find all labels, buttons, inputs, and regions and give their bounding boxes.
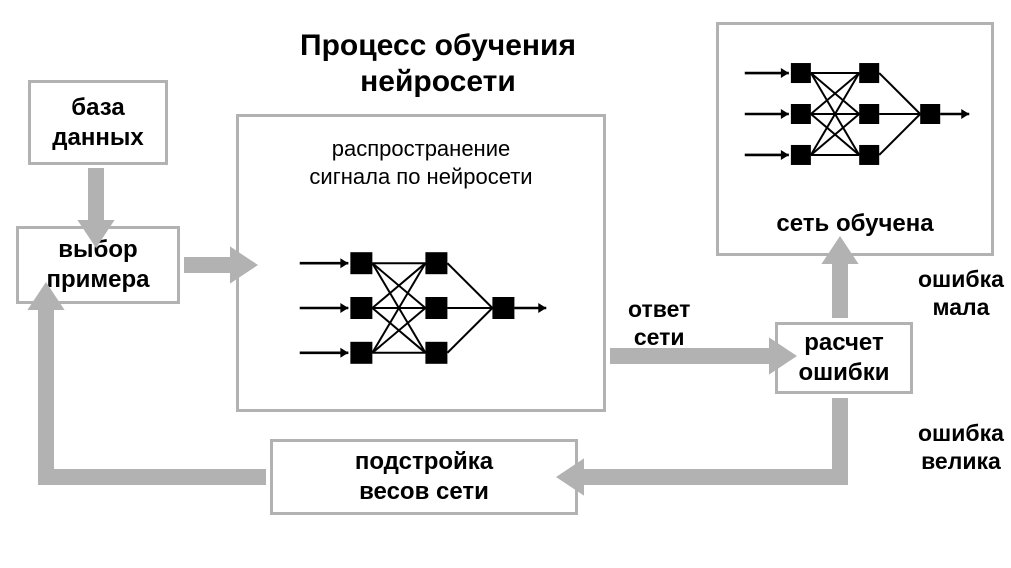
box-trained: сеть обучена: [716, 22, 994, 256]
box-adjust-weights-text: подстройка весов сети: [355, 447, 493, 507]
box-propagation-text: распространение сигнала по нейросети: [239, 135, 603, 190]
diagram-title: Процесс обучения нейросети: [300, 28, 576, 100]
box-trained-text: сеть обучена: [719, 209, 991, 239]
box-select-sample-text: выбор примера: [46, 235, 149, 295]
neural-net-icon-trained: [735, 50, 979, 178]
label-network-answer: ответ сети: [628, 296, 690, 351]
label-error-small: ошибка мала: [918, 266, 1004, 321]
box-database-text: база данных: [52, 93, 143, 153]
box-database: база данных: [28, 80, 168, 165]
box-adjust-weights: подстройка весов сети: [270, 439, 578, 515]
box-error-calc: расчет ошибки: [775, 322, 913, 394]
box-error-calc-text: расчет ошибки: [798, 328, 889, 388]
arrow-adjust-to-sample: [46, 308, 266, 477]
box-propagation: распространение сигнала по нейросети: [236, 114, 606, 412]
label-error-large: ошибка велика: [918, 420, 1004, 475]
box-select-sample: выбор примера: [16, 226, 180, 304]
neural-net-icon-main: [289, 238, 557, 378]
arrow-err-to-adjust: [582, 398, 840, 477]
